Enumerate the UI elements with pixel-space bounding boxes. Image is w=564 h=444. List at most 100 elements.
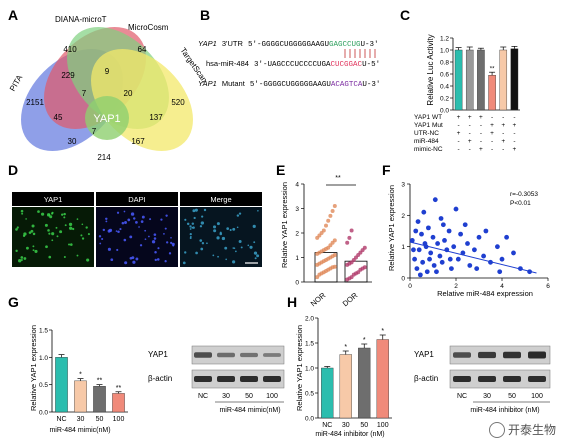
venn-set-diana: DIANA-microT — [55, 15, 107, 24]
venn-count: 30 — [68, 137, 77, 146]
cell-dot — [141, 215, 145, 219]
significance-mark: ** — [97, 378, 103, 385]
blot-band — [194, 352, 212, 358]
cell-dot — [201, 242, 205, 245]
cell-dot — [192, 226, 195, 229]
cell-dot — [172, 244, 175, 247]
f-xlabel: Relative miR-484 expression — [437, 289, 533, 298]
cell-dot — [232, 227, 236, 231]
cell-dot — [166, 241, 169, 244]
blot-band — [217, 376, 235, 382]
x-tick-label: 30 — [77, 416, 85, 423]
cell-dot — [115, 230, 118, 232]
y-tick-label: 0.0 — [39, 410, 48, 417]
bar — [339, 354, 352, 419]
g-xlabel: miR-484 mimic(nM) — [49, 427, 110, 434]
g-blot-lane: 50 — [245, 393, 253, 400]
c-ylabel: Relative Luc Activity — [426, 34, 435, 105]
g-blot-yap1 — [191, 345, 285, 365]
cell-dot — [26, 246, 29, 250]
g-blot-row-label: β-actin — [148, 374, 172, 383]
data-point — [326, 218, 331, 223]
seq-left: 3'-UAGCCCUCCCCUGA — [254, 61, 331, 69]
d-title-bar — [12, 192, 94, 206]
cell-dot — [124, 261, 128, 265]
cell-dot — [51, 212, 54, 215]
cell-dot — [23, 257, 27, 260]
seq-highlight: CUCGGAC — [331, 61, 363, 69]
f-stat-r: r=-0.3053 — [510, 191, 538, 198]
cell-dot — [105, 217, 108, 221]
cell-dot — [47, 229, 50, 232]
c-row-label: YAP1 WT — [414, 114, 442, 121]
cell-dot — [256, 254, 260, 258]
cell-dot — [99, 242, 102, 245]
cell-dot — [45, 245, 48, 249]
data-point — [438, 216, 444, 221]
g-ylabel: Relative YAP1 expression — [29, 325, 38, 411]
blot-band — [263, 353, 281, 357]
cell-dot — [116, 248, 119, 252]
x-tick-label: 6 — [546, 283, 550, 290]
cell-dot — [200, 247, 204, 251]
data-point — [411, 247, 416, 253]
cell-dot — [44, 223, 48, 227]
x-tick-label: 2 — [454, 283, 458, 290]
h-blot-actin — [449, 369, 551, 389]
cell-dot — [51, 239, 54, 242]
condition-sign: - — [457, 138, 459, 145]
cell-dot — [64, 224, 67, 227]
venn-count: 214 — [97, 153, 111, 162]
g-blot-row-label: YAP1 — [148, 350, 168, 359]
watermark: 开泰生物 — [488, 421, 556, 438]
condition-sign: - — [491, 114, 493, 121]
cell-dot — [107, 247, 111, 251]
cell-dot — [139, 244, 143, 247]
cell-dot — [170, 241, 173, 244]
significance-mark: ** — [490, 66, 495, 72]
significance-mark: * — [344, 344, 347, 351]
data-point — [330, 208, 335, 213]
cell-dot — [81, 237, 85, 240]
seq-highlight: ACAGTCA — [331, 81, 363, 89]
bar — [321, 367, 334, 419]
x-tick-label: 4 — [500, 283, 504, 290]
cell-dot — [30, 229, 34, 233]
cell-dot — [63, 255, 66, 258]
venn-set-pita: PITA — [8, 73, 25, 93]
cell-dot — [206, 242, 208, 245]
y-tick-label: 4 — [295, 182, 299, 189]
d-image-yap1 — [12, 207, 94, 267]
c-row-label: UTR-NC — [414, 130, 439, 137]
cell-dot — [20, 259, 23, 262]
cell-dot — [18, 259, 22, 263]
cell-dot — [81, 223, 84, 226]
cell-dot — [117, 230, 120, 233]
data-point — [321, 228, 326, 233]
cell-dot — [138, 226, 140, 228]
venn-count: 7 — [92, 127, 97, 136]
blot-band — [528, 376, 546, 382]
x-tick-label: 0 — [408, 283, 412, 290]
cell-dot — [135, 257, 139, 261]
y-tick-label: 3 — [401, 182, 405, 189]
f-ylabel: Relative YAP1 expression — [387, 185, 396, 271]
venn-count: 20 — [124, 89, 133, 98]
y-tick-label: 0.2 — [440, 96, 449, 103]
d-title-merge: Merge — [210, 195, 231, 204]
e-ylabel: Relative YAP1 expression — [280, 182, 289, 268]
y-tick-label: 1.5 — [305, 341, 314, 348]
data-point — [481, 253, 486, 259]
x-tick-label: 50 — [96, 416, 104, 423]
bar — [510, 48, 519, 111]
cell-dot — [116, 211, 120, 214]
cell-dot — [154, 258, 157, 262]
cell-dot — [225, 258, 228, 261]
cell-dot — [63, 216, 66, 219]
cell-dot — [48, 232, 51, 235]
seq-tag2: hsa-miR-484 — [206, 59, 249, 68]
y-tick-label: 0.5 — [39, 382, 48, 389]
bar — [465, 49, 474, 111]
cell-dot — [153, 233, 157, 236]
seq-right: U-5' — [362, 61, 380, 69]
